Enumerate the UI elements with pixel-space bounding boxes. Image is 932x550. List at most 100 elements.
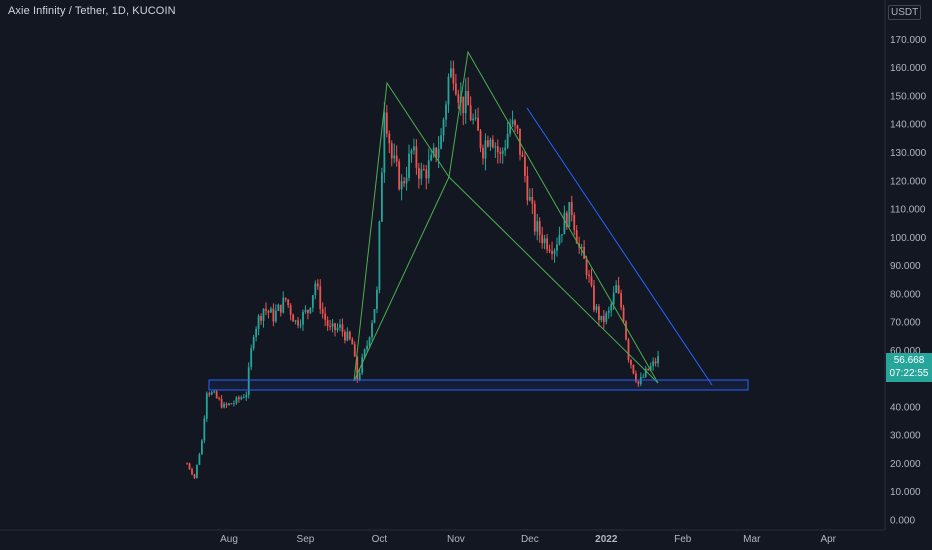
price-tick-label: 40.000 xyxy=(890,402,921,413)
time-tick-label: Sep xyxy=(297,534,315,545)
candle-body xyxy=(450,68,452,77)
candle-body xyxy=(299,324,302,326)
candle-body xyxy=(262,308,265,321)
candle-body xyxy=(380,172,383,222)
price-tick-label: 80.000 xyxy=(890,289,921,300)
candle-body xyxy=(366,345,368,350)
candle-body xyxy=(334,323,336,330)
candle-body xyxy=(521,154,524,157)
candle-body xyxy=(346,331,349,341)
candle-body xyxy=(499,152,502,154)
candle-body xyxy=(590,276,593,286)
time-tick-label: Apr xyxy=(820,534,836,545)
candle-body xyxy=(462,96,465,114)
candle-body xyxy=(622,307,625,322)
candle-body xyxy=(467,91,470,106)
candle-body xyxy=(610,304,613,311)
candle-body xyxy=(398,161,401,190)
candle-body xyxy=(225,403,228,405)
candle-body xyxy=(388,133,391,144)
candle-body xyxy=(573,214,576,231)
candle-body xyxy=(373,309,376,323)
candle-body xyxy=(188,463,191,470)
candle-body xyxy=(511,120,514,125)
candle-body xyxy=(356,356,359,380)
candle-body xyxy=(479,130,482,148)
last-price-badge: 56.668 07:22:55 xyxy=(886,353,932,382)
currency-tag[interactable]: USDT xyxy=(888,5,922,20)
time-tick-label: Mar xyxy=(743,534,761,545)
price-tick-label: 150.000 xyxy=(890,91,927,102)
candle-body xyxy=(289,305,292,315)
candle-body xyxy=(302,311,304,325)
price-tick-label: 60.000 xyxy=(890,346,921,357)
price-tick-label: 160.000 xyxy=(890,63,927,74)
candle-body xyxy=(420,169,423,179)
candle-body xyxy=(526,175,529,201)
candle-body xyxy=(585,258,588,275)
candle-body xyxy=(245,394,248,398)
candle-body xyxy=(260,315,262,321)
candle-body xyxy=(501,150,504,154)
time-tick-label: Aug xyxy=(220,534,238,545)
candle-body xyxy=(528,197,531,201)
candle-body xyxy=(339,324,341,328)
candle-body xyxy=(309,307,312,313)
candle-body xyxy=(600,315,603,321)
candle-body xyxy=(489,139,492,147)
candle-body xyxy=(615,285,618,293)
candle-body xyxy=(506,133,509,148)
candle-body xyxy=(410,150,413,154)
candle-body xyxy=(627,339,630,360)
candle-body xyxy=(233,403,235,405)
candle-body xyxy=(395,155,398,162)
candle-body xyxy=(363,349,366,358)
candle-body xyxy=(494,146,497,148)
candle-body xyxy=(482,147,484,159)
candle-body xyxy=(358,372,361,380)
candle-body xyxy=(637,381,640,385)
candle-body xyxy=(257,315,260,329)
candle-body xyxy=(200,440,203,455)
candle-body xyxy=(417,167,420,179)
candle-body xyxy=(400,181,403,190)
candle-body xyxy=(639,377,642,385)
candle-body xyxy=(642,376,645,378)
candle-body xyxy=(457,94,460,103)
candle-body xyxy=(561,234,563,236)
candle-body xyxy=(509,124,512,134)
candle-body xyxy=(361,357,364,373)
candle-body xyxy=(425,169,428,179)
candle-body xyxy=(218,398,221,400)
candle-body xyxy=(205,393,208,419)
price-tick-label: 0.000 xyxy=(890,516,915,527)
candle-body xyxy=(368,337,371,346)
candle-body xyxy=(602,315,605,322)
candle-body xyxy=(632,364,635,374)
price-tick-label: 10.000 xyxy=(890,487,921,498)
candle-body xyxy=(242,397,245,399)
candle-body xyxy=(556,244,558,251)
candle-body xyxy=(353,344,356,357)
candle-body xyxy=(496,146,499,153)
candle-body xyxy=(203,418,206,441)
candle-body xyxy=(533,203,536,232)
candle-body xyxy=(272,308,275,322)
candle-body xyxy=(279,304,282,313)
candle-body xyxy=(344,331,346,341)
candle-body xyxy=(580,246,583,248)
candle-body xyxy=(625,321,627,340)
candle-body xyxy=(445,104,447,120)
candle-body xyxy=(186,463,188,465)
candle-body xyxy=(415,146,418,168)
candle-body xyxy=(311,295,314,308)
candle-body xyxy=(390,143,393,159)
candle-body xyxy=(331,323,334,327)
candle-body xyxy=(558,235,561,245)
candle-body xyxy=(282,297,285,313)
candle-body xyxy=(504,147,507,151)
candle-body xyxy=(196,464,198,478)
candle-body xyxy=(250,348,253,368)
candle-body xyxy=(474,117,477,119)
